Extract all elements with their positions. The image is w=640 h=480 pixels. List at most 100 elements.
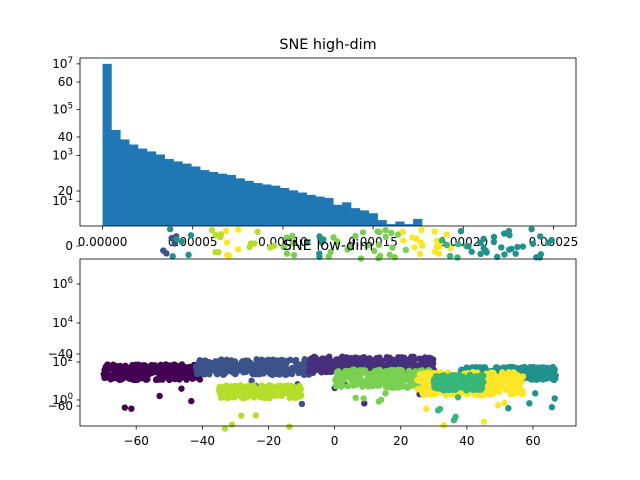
scatter-point [221,425,229,432]
hist-overlay-tick-label: 0 [65,239,73,253]
scatter-point [144,369,151,377]
scatter-point [183,373,191,380]
scatter-point [361,381,368,388]
scatter-point [202,363,209,370]
scatter-point [162,369,169,376]
scatter-point [327,248,334,256]
scatter-point [489,375,497,383]
scatter-point [280,244,287,251]
scatter-x-ticks: −60 −40 −20 0 20 40 60 [124,426,541,448]
scatter-point [202,357,209,364]
scatter-point [446,386,453,394]
scatter-point [405,367,413,375]
hist-bar [288,190,299,226]
scatter-x-tick-label: 40 [459,434,474,448]
scatter-point [122,364,130,372]
scatter-point [226,394,233,401]
scatter-point [173,366,180,373]
scatter-point [529,240,537,247]
scatter-point [222,385,229,392]
scatter-point [375,255,382,262]
scatter-point [344,382,352,390]
scatter-point [468,248,475,255]
scatter-point [370,370,377,377]
scatter-point [390,384,397,391]
scatter-point [352,232,359,240]
scatter-point [242,364,249,372]
hist-bar [235,178,245,226]
scatter-point [533,254,540,261]
scatter-point [440,422,447,429]
scatter-point [338,355,346,362]
scatter-point [388,229,395,237]
scatter-point [178,238,185,245]
scatter-point [507,390,514,398]
scatter-point [249,389,256,397]
scatter-point [389,244,396,251]
scatter-point [292,356,300,364]
hist-bar [324,197,334,226]
scatter-point [160,247,167,254]
scatter-point [431,228,438,235]
scatter-point [276,369,283,377]
scatter-point [362,359,369,367]
scatter-point [223,239,231,246]
scatter-point [208,226,216,234]
scatter-point [396,354,403,361]
scatter-point [375,241,383,248]
scatter-point [340,372,347,379]
hist-x-tick-label: 0.00005 [168,235,218,249]
hist-y-tick-label: 103 [52,147,73,162]
scatter-point [130,364,137,371]
hist-bar [342,202,352,226]
scatter-point [100,370,107,378]
scatter-point [516,377,524,384]
scatter-point [267,370,274,377]
scatter-point [265,382,272,390]
scatter-point [344,246,351,253]
scatter-point [334,238,341,245]
scatter-point [524,366,532,373]
scatter-y-tick-label: 102 [52,354,73,369]
scatter-point [426,371,434,378]
scatter-point [421,356,428,363]
scatter-point [519,243,527,250]
scatter-point [377,396,385,403]
hist-overlay-tick-label: 40 [58,130,73,144]
scatter-point [286,423,293,430]
scatter-point [371,247,378,255]
scatter-point [397,361,404,368]
scatter-point [251,240,258,247]
scatter-point [230,359,237,367]
hist-bar [182,163,192,226]
scatter-point [454,254,461,261]
hist-bar [315,196,325,226]
scatter-point [466,374,473,381]
scatter-x-tick-label: 60 [525,434,540,448]
scatter-point [471,374,479,382]
scatter-point [430,379,438,386]
scatter-point [214,365,221,372]
scatter-point [347,371,354,378]
scatter-y-tick-label: 100 [52,392,73,407]
scatter-point [379,377,386,384]
scatter-point [483,249,490,256]
scatter-point [360,395,367,402]
scatter-y-ticks: 100 102 104 106 −60 −40 [48,276,80,413]
scatter-point [166,225,174,233]
scatter-point [307,361,314,368]
scatter-point [350,382,357,389]
scatter-point [413,235,420,242]
scatter-point [284,367,292,374]
hist-bar [271,185,281,226]
scatter-point [238,412,245,419]
scatter-point [394,231,402,238]
scatter-point [551,395,558,402]
scatter-axes: SNE low-dim −60 −40 −20 0 20 40 60 10010210410… [48,238,577,448]
scatter-point [216,386,223,393]
scatter-point [357,255,365,262]
scatter-point [131,371,139,379]
scatter-point [255,360,262,367]
hist-y-tick-label: 107 [52,56,73,71]
